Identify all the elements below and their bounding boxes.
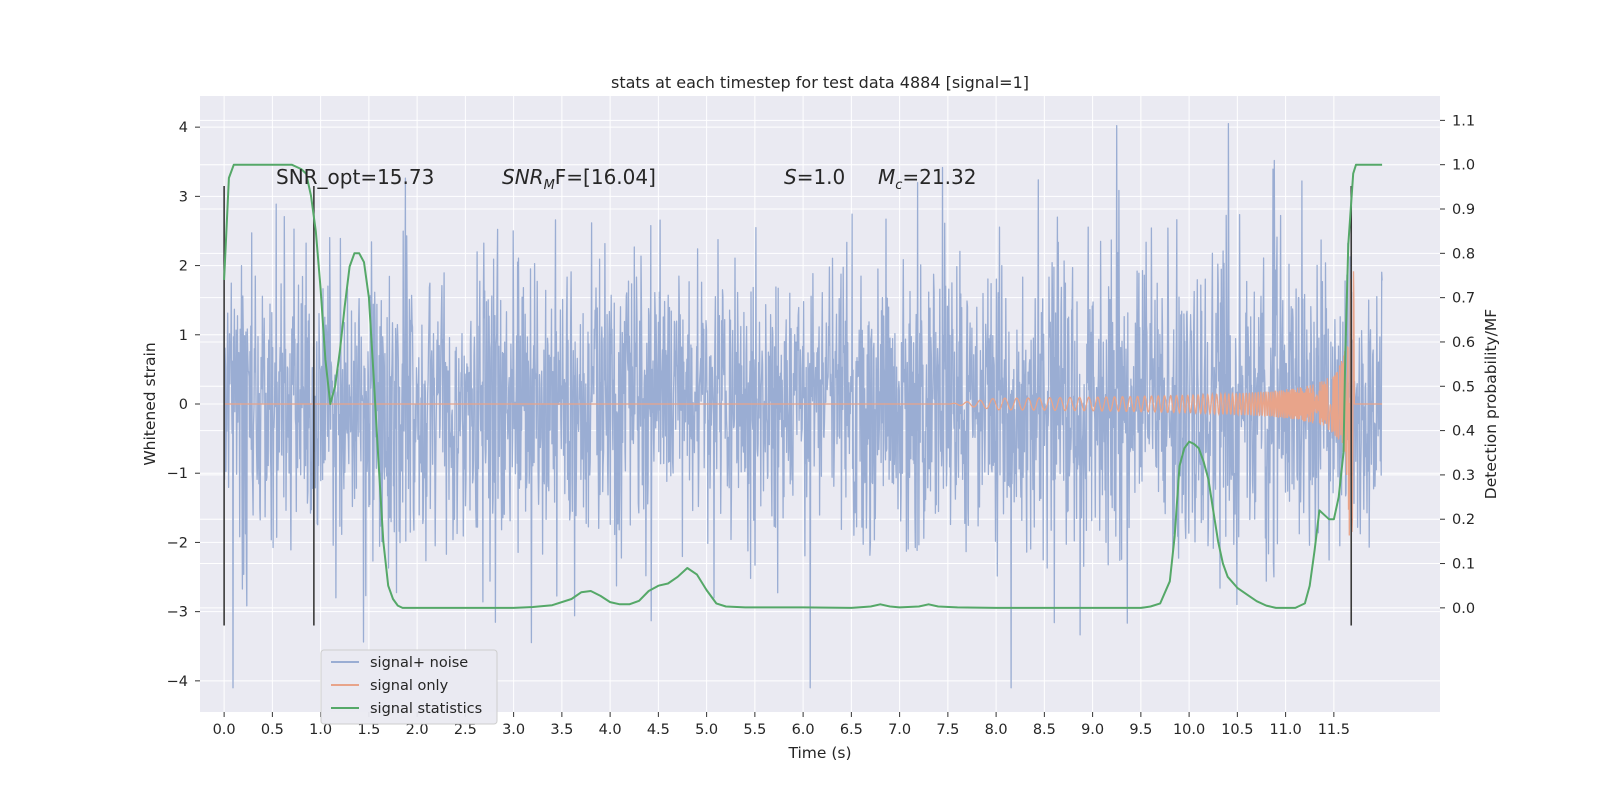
snr-mf-value: F=[16.04] <box>555 165 656 189</box>
x-tick-label: 5.0 <box>695 722 718 738</box>
x-tick-label: 6.0 <box>792 722 815 738</box>
noise-trace <box>223 123 1383 689</box>
noise-series <box>223 123 1383 689</box>
mc-label: M <box>878 165 895 189</box>
x-tick-label: 2.0 <box>406 722 429 738</box>
mc-value: =21.32 <box>902 165 976 189</box>
y-tick-label-right: 0.2 <box>1452 512 1475 528</box>
y-tick-label-right: 0.1 <box>1452 557 1475 573</box>
mc-subscript: c <box>895 178 902 193</box>
x-tick-label: 4.0 <box>599 722 622 738</box>
x-tick-label: 11.5 <box>1318 722 1350 738</box>
y-axis-label-left: Whitened strain <box>141 342 159 465</box>
y-tick-label-left: 2 <box>179 259 188 275</box>
legend-label-signal: signal only <box>370 678 449 694</box>
snr-mf-label: SNR <box>502 165 544 189</box>
y-tick-label-right: 0.4 <box>1452 424 1475 440</box>
y-tick-label-left: −3 <box>167 605 188 621</box>
x-tick-label: 7.0 <box>888 722 911 738</box>
x-tick-label: 9.0 <box>1081 722 1104 738</box>
x-tick-label: 0.5 <box>261 722 284 738</box>
y-tick-label-left: 0 <box>179 397 188 413</box>
x-tick-label: 11.0 <box>1269 722 1301 738</box>
y-tick-label-left: 3 <box>179 189 188 205</box>
s-value: =1.0 <box>797 165 846 189</box>
x-tick-label: 1.0 <box>309 722 332 738</box>
y-tick-label-right: 0.3 <box>1452 468 1475 484</box>
signal-trace <box>224 271 1383 536</box>
signal-only-series <box>224 271 1383 536</box>
x-tick-label: 4.5 <box>647 722 670 738</box>
x-tick-label: 5.5 <box>743 722 766 738</box>
signal-statistics-series <box>223 163 1383 609</box>
snr-mf-annotation: SNRMF=[16.04] <box>502 165 656 193</box>
x-tick-label: 7.5 <box>936 722 959 738</box>
y-axis-label-right: Detection probability/MF <box>1482 309 1500 500</box>
y-tick-label-right: 0.8 <box>1452 246 1475 262</box>
x-tick-label: 0.0 <box>213 722 236 738</box>
y-tick-label-left: −4 <box>167 674 188 690</box>
y-tick-label-right: 0.0 <box>1452 601 1475 617</box>
y-tick-label-left: 1 <box>179 328 188 344</box>
x-tick-label: 8.0 <box>985 722 1008 738</box>
x-tick-label: 3.5 <box>550 722 573 738</box>
snr-opt-annotation: SNR_opt=15.73 <box>276 165 434 189</box>
x-axis-label: Time (s) <box>787 744 851 762</box>
y-tick-label-right: 1.1 <box>1452 113 1475 129</box>
snr-mf-subscript: M <box>544 178 555 193</box>
legend-label-noise: signal+ noise <box>370 655 468 671</box>
s-annotation: S=1.0 <box>784 165 845 189</box>
tick-labels: 0.0 0.5 1.0 1.5 2.0 2.5 3.0 3.5 4.0 4.5 5.0 5.5 6.0 6… <box>167 113 1475 738</box>
y-tick-label-left: −2 <box>167 535 188 551</box>
y-tick-label-right: 0.9 <box>1452 202 1475 218</box>
x-tick-label: 9.5 <box>1129 722 1152 738</box>
chart-title: stats at each timestep for test data 488… <box>611 73 1029 92</box>
signal-statistics-line <box>223 163 1383 609</box>
legend: signal+ noise signal only signal statist… <box>320 649 498 725</box>
x-tick-label: 10.5 <box>1221 722 1253 738</box>
y-tick-label-right: 1.0 <box>1452 158 1475 174</box>
legend-label-stat: signal statistics <box>370 701 482 717</box>
y-tick-label-left: −1 <box>167 466 188 482</box>
x-tick-label: 10.0 <box>1173 722 1205 738</box>
mc-annotation: Mc=21.32 <box>878 165 976 193</box>
y-tick-label-left: 4 <box>179 120 188 136</box>
x-tick-label: 2.5 <box>454 722 477 738</box>
y-tick-label-right: 0.6 <box>1452 335 1475 351</box>
s-label: S <box>784 165 797 189</box>
x-tick-label: 3.0 <box>502 722 525 738</box>
x-tick-label: 6.5 <box>840 722 863 738</box>
x-tick-label: 1.5 <box>357 722 380 738</box>
x-tick-label: 8.5 <box>1033 722 1056 738</box>
y-tick-label-right: 0.7 <box>1452 291 1475 307</box>
legend-box <box>320 649 498 725</box>
y-tick-label-right: 0.5 <box>1452 379 1475 395</box>
